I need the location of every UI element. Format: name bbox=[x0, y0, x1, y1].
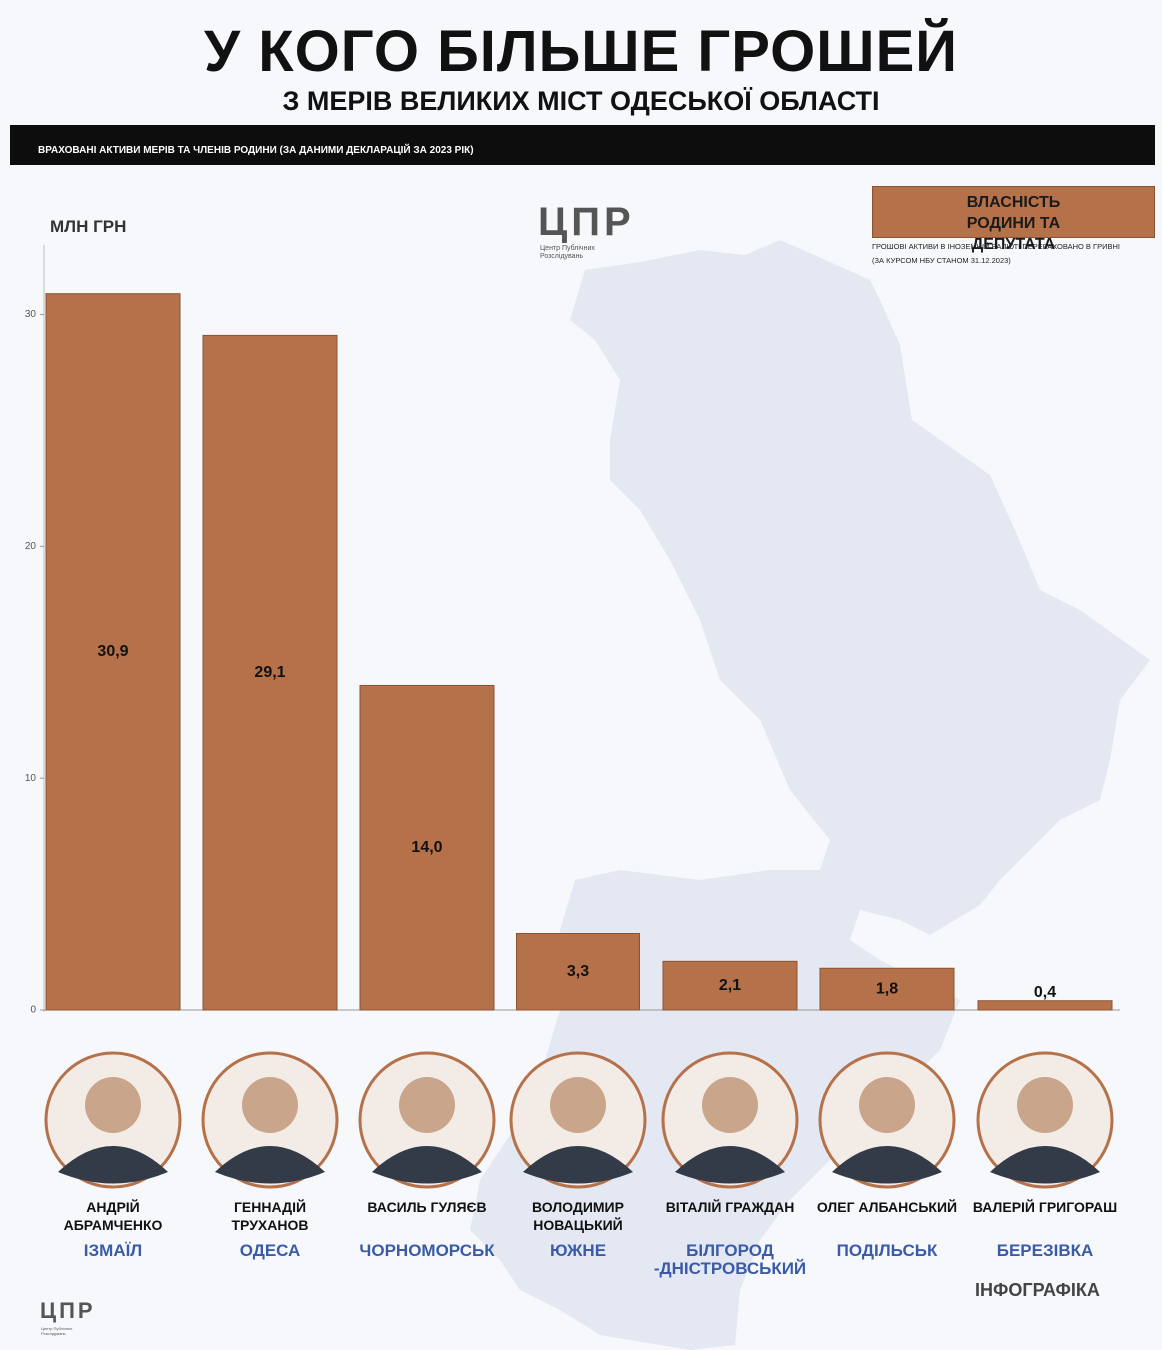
bar bbox=[202, 334, 338, 1011]
data-label: 30,9 bbox=[97, 643, 128, 660]
portrait-head bbox=[859, 1077, 915, 1133]
logo: ЦПР bbox=[40, 1298, 96, 1323]
portrait-body bbox=[675, 1146, 785, 1184]
portrait-body bbox=[523, 1146, 633, 1184]
portrait-head bbox=[85, 1077, 141, 1133]
city-name: ЮЖНЕ bbox=[549, 1241, 607, 1260]
bar bbox=[45, 293, 181, 1011]
title: У КОГО БІЛЬШЕ ГРОШЕЙ bbox=[204, 19, 958, 84]
y-tick-label: 10 bbox=[25, 773, 37, 784]
bar bbox=[516, 933, 640, 1011]
data-label: 14,0 bbox=[411, 839, 442, 856]
y-tick-label: 20 bbox=[25, 541, 37, 552]
data-label: 1,8 bbox=[876, 980, 898, 997]
subtitle: З МЕРІВ ВЕЛИКИХ МІСТ ОДЕСЬКОЇ ОБЛАСТІ bbox=[282, 86, 880, 116]
portrait-head bbox=[550, 1077, 606, 1133]
banner: ВРАХОВАНІ АКТИВИ МЕРІВ ТА ЧЛЕНІВ РОДИНИ … bbox=[10, 125, 1155, 165]
note: (ЗА КУРСОМ НБУ СТАНОМ 31.12.2023) bbox=[872, 256, 1011, 265]
data-label: 2,1 bbox=[719, 977, 741, 994]
portrait-head bbox=[702, 1077, 758, 1133]
mayor-name: ОЛЕГ АЛБАНСЬКИЙ bbox=[816, 1199, 958, 1215]
y-axis-label: МЛН ГРН bbox=[50, 217, 127, 236]
logo: ЦПР bbox=[538, 200, 635, 244]
mayor-name: ВІТАЛІЙ ГРАЖДАН bbox=[665, 1199, 795, 1215]
logo-caption: Центр Публічних Розслідувань bbox=[41, 1326, 73, 1336]
portrait-body bbox=[372, 1146, 482, 1184]
y-tick-label: 0 bbox=[30, 1005, 36, 1016]
mayor-name: ВОЛОДИМИР НОВАЦЬКИЙ bbox=[532, 1199, 624, 1233]
portrait-head bbox=[1017, 1077, 1073, 1133]
city-name: ІЗМАЇЛ bbox=[83, 1241, 143, 1260]
bar bbox=[977, 1000, 1113, 1011]
logo-caption: Центр Публічних Розслідувань bbox=[540, 245, 595, 260]
city-name: БІЛГОРОД -ДНІСТРОВСЬКИЙ bbox=[653, 1241, 807, 1278]
portrait-head bbox=[399, 1077, 455, 1133]
city-name: ПОДІЛЬСЬК bbox=[836, 1241, 938, 1260]
mayor-name: ВАЛЕРІЙ ГРИГОРАШ bbox=[972, 1199, 1118, 1215]
mayor-name: ВАСИЛЬ ГУЛЯЄВ bbox=[367, 1199, 487, 1215]
city-name: БЕРЕЗІВКА bbox=[996, 1241, 1094, 1260]
city-name: ЧОРНОМОРСЬК bbox=[359, 1241, 495, 1260]
portrait-body bbox=[58, 1146, 168, 1184]
data-label: 3,3 bbox=[567, 963, 589, 980]
portrait-head bbox=[242, 1077, 298, 1133]
portrait-body bbox=[990, 1146, 1100, 1184]
data-label: 0,4 bbox=[1034, 984, 1056, 1001]
footer: ІНФОГРАФІКА bbox=[975, 1280, 1100, 1300]
y-tick-label: 30 bbox=[25, 309, 37, 320]
city-name: ОДЕСА bbox=[239, 1241, 301, 1260]
portrait-body bbox=[215, 1146, 325, 1184]
portrait-body bbox=[832, 1146, 942, 1184]
bar bbox=[819, 967, 955, 1011]
data-label: 29,1 bbox=[254, 664, 285, 681]
mayor-name: АНДРІЙ АБРАМЧЕНКО bbox=[63, 1199, 163, 1233]
region-map bbox=[470, 240, 1150, 1350]
note: ГРОШОВІ АКТИВИ В ІНОЗЕМНІЙ ВАЛЮТІ ПЕРЕРА… bbox=[872, 242, 1120, 251]
mayor-name: ГЕННАДІЙ ТРУХАНОВ bbox=[231, 1199, 309, 1233]
legend: ВЛАСНІСТЬ РОДИНИ ТА ДЕПУТАТА bbox=[872, 186, 1155, 253]
bar bbox=[359, 684, 495, 1011]
bar bbox=[662, 960, 798, 1011]
